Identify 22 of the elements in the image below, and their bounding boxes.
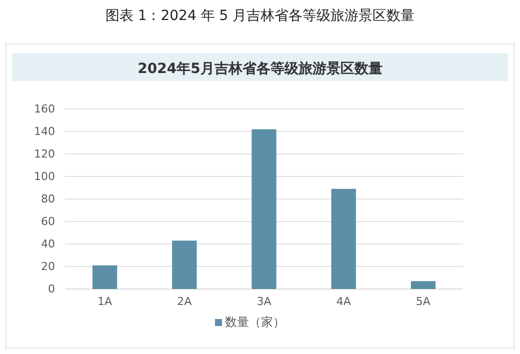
y-tick-label: 0 bbox=[48, 282, 55, 296]
legend-label: 数量（家） bbox=[225, 315, 285, 329]
x-tick-label: 1A bbox=[98, 294, 113, 308]
y-tick-label: 80 bbox=[41, 192, 55, 206]
y-tick-label: 120 bbox=[34, 148, 55, 161]
y-tick-label: 20 bbox=[41, 260, 55, 274]
x-tick-label: 3A bbox=[256, 294, 272, 308]
bar bbox=[252, 129, 276, 289]
text: 图表 1：2024 年 5 月吉林省各等级旅游景区数量 bbox=[105, 8, 415, 24]
x-tick-label: 5A bbox=[416, 294, 431, 308]
chart-title: 2024年5月吉林省各等级旅游景区数量 bbox=[138, 61, 382, 77]
y-tick-label: 160 bbox=[34, 102, 55, 116]
y-tick-label: 40 bbox=[41, 238, 55, 251]
bar bbox=[92, 265, 118, 289]
bar bbox=[331, 188, 356, 289]
bar bbox=[172, 240, 197, 289]
bar bbox=[410, 281, 436, 289]
y-tick-label: 100 bbox=[34, 170, 55, 184]
y-tick-label: 140 bbox=[34, 125, 55, 138]
y-tick-label: 60 bbox=[41, 215, 55, 228]
x-tick-label: 2A bbox=[177, 294, 192, 308]
x-tick-label: 4A bbox=[336, 294, 352, 308]
